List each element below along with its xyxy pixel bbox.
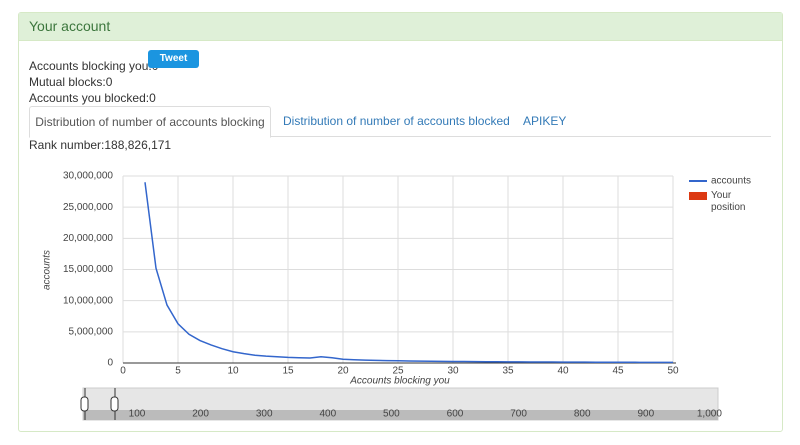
stat: Mutual blocks:0 bbox=[29, 75, 113, 89]
range-label: 100 bbox=[129, 409, 146, 420]
panel-header bbox=[19, 13, 782, 41]
range-label: 200 bbox=[192, 409, 209, 420]
x-tick-label: 25 bbox=[392, 366, 404, 377]
x-axis-title: Accounts blocking you bbox=[349, 376, 450, 387]
legend-swatch bbox=[689, 192, 707, 200]
range-label: 600 bbox=[447, 409, 464, 420]
x-tick-label: 10 bbox=[227, 366, 239, 377]
range-label: 300 bbox=[256, 409, 273, 420]
y-tick-label: 30,000,000 bbox=[63, 171, 113, 182]
tab[interactable]: Distribution of number of accounts block… bbox=[283, 114, 510, 128]
line bbox=[144, 182, 674, 364]
range-handle[interactable] bbox=[110, 396, 119, 412]
tab-line bbox=[29, 136, 771, 137]
legend-wrap: Your position bbox=[711, 190, 746, 213]
x-tick-label: 35 bbox=[502, 366, 514, 377]
tweet-button[interactable]: Tweet bbox=[148, 50, 199, 68]
x-tick-label: 15 bbox=[282, 366, 294, 377]
x-tick-label: 30 bbox=[447, 366, 459, 377]
y-tick-label: 20,000,000 bbox=[63, 233, 113, 244]
legend-label: Your position bbox=[711, 190, 746, 213]
range-label: 400 bbox=[319, 409, 336, 420]
y-tick-label: 15,000,000 bbox=[63, 264, 113, 275]
range-label: 700 bbox=[510, 409, 527, 420]
x-tick-label: 40 bbox=[557, 366, 569, 377]
panel-title: Your account bbox=[29, 18, 111, 34]
tab[interactable]: APIKEY bbox=[523, 114, 567, 128]
y-tick-label: 5,000,000 bbox=[69, 326, 114, 337]
x-tick-label: 50 bbox=[667, 366, 679, 377]
panel bbox=[18, 12, 783, 432]
range-label: 500 bbox=[383, 409, 400, 420]
rank: Rank number:188,826,171 bbox=[29, 138, 172, 152]
stat: Accounts you blocked:0 bbox=[29, 91, 156, 105]
y-tick-label: 0 bbox=[107, 358, 113, 369]
legend-label: accounts bbox=[711, 176, 751, 187]
y-axis-title: accounts bbox=[42, 250, 53, 290]
stat: Accounts blocking you:0 bbox=[29, 59, 159, 73]
x-tick-label: 45 bbox=[612, 366, 624, 377]
x-tick-label: 0 bbox=[120, 366, 126, 377]
y-tick-label: 10,000,000 bbox=[63, 295, 113, 306]
range-label: 800 bbox=[574, 409, 591, 420]
range-label: 900 bbox=[637, 409, 654, 420]
range-handle[interactable] bbox=[80, 396, 89, 412]
x-tick-label: 20 bbox=[337, 366, 349, 377]
range-label: 1,000 bbox=[697, 409, 722, 420]
x-tick-label: 5 bbox=[175, 366, 181, 377]
y-tick-label: 25,000,000 bbox=[63, 202, 113, 213]
tab-active[interactable]: Distribution of number of accounts block… bbox=[29, 106, 271, 138]
range-strip bbox=[83, 410, 718, 420]
